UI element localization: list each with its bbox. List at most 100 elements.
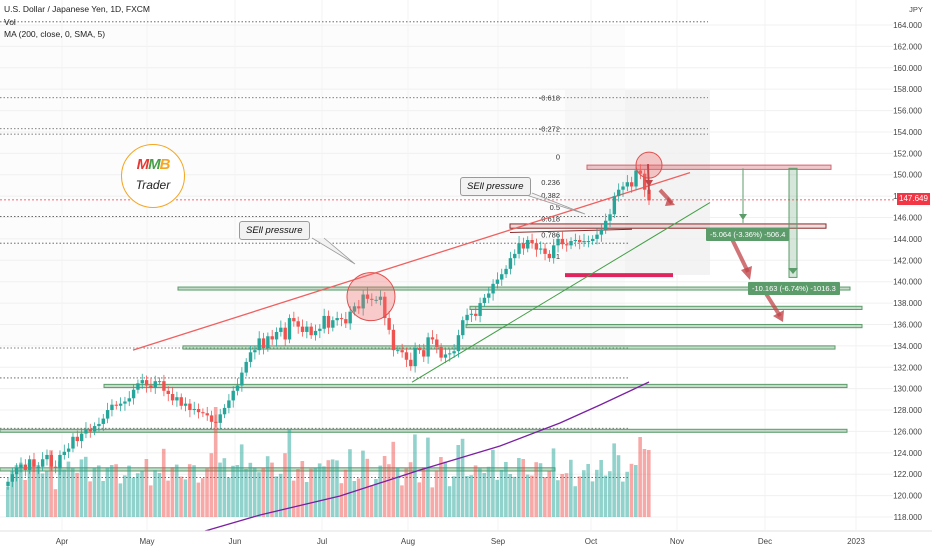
volume-bar-111 — [486, 466, 491, 517]
volume-bar-133 — [582, 470, 586, 517]
candle-body-96 — [422, 350, 426, 357]
candle-body-138 — [603, 220, 608, 230]
volume-bar-92 — [404, 468, 409, 517]
candle-body-114 — [500, 274, 504, 280]
candle-body-50 — [222, 407, 227, 415]
volume-bar-93 — [408, 462, 413, 517]
candle-body-35 — [157, 381, 162, 383]
volume-bar-16 — [75, 472, 79, 517]
fib-label-5: 0.5 — [550, 203, 560, 212]
volume-bar-25 — [114, 464, 118, 517]
candle-body-42 — [188, 403, 192, 411]
x-tick-label-0: Apr — [56, 537, 69, 546]
candle-body-12 — [58, 454, 62, 468]
candle-body-59 — [261, 338, 266, 349]
candle-body-108 — [474, 313, 478, 316]
volume-bar-120 — [525, 474, 530, 517]
volume-bar-117 — [512, 476, 517, 517]
volume-bar-5 — [27, 463, 32, 517]
volume-bar-7 — [36, 465, 40, 517]
volume-bar-42 — [187, 464, 192, 517]
candle-body-0 — [6, 481, 10, 486]
y-tick-label-15: 134.000 — [893, 342, 922, 351]
support-zone-4 — [465, 323, 863, 329]
candle-body-11 — [53, 466, 58, 468]
volume-bar-91 — [400, 485, 404, 517]
candle-body-75 — [331, 320, 335, 328]
volume-bar-54 — [239, 444, 244, 517]
candle-body-15 — [71, 436, 75, 449]
candle-body-93 — [409, 359, 413, 367]
candle-body-117 — [513, 253, 517, 259]
y-tick-label-5: 154.000 — [893, 128, 922, 137]
volume-bar-142 — [621, 481, 625, 517]
candle-body-82 — [361, 294, 365, 309]
candle-body-2 — [14, 467, 19, 475]
volume-bar-128 — [560, 474, 564, 517]
symbol-title: U.S. Dollar / Japanese Yen, 1D, FXCM — [4, 4, 150, 14]
candle-body-122 — [534, 243, 539, 250]
candle-body-100 — [439, 346, 443, 358]
candle-body-52 — [231, 390, 235, 401]
volume-bar-50 — [222, 458, 227, 517]
volume-bar-73 — [322, 466, 326, 517]
candle-body-85 — [374, 299, 378, 301]
volume-bar-52 — [231, 465, 235, 517]
sell-pressure-callout-right: SEll pressure — [460, 177, 531, 196]
candle-body-79 — [348, 311, 352, 324]
volume-bar-40 — [179, 476, 183, 517]
sell-pressure-callout-left: SEll pressure — [239, 221, 310, 240]
volume-bar-148 — [647, 450, 651, 517]
volume-bar-76 — [335, 460, 339, 517]
x-tick-label-5: Sep — [491, 537, 506, 546]
volume-bar-28 — [127, 465, 131, 517]
measure-arrowhead-long — [788, 268, 798, 274]
volume-bar-68 — [300, 461, 305, 517]
candle-body-118 — [517, 243, 521, 254]
volume-bar-36 — [161, 448, 166, 517]
volume-bar-2 — [14, 465, 19, 517]
x-tick-label-8: Dec — [758, 537, 772, 546]
candle-body-99 — [435, 339, 439, 347]
candle-body-132 — [578, 239, 582, 243]
volume-bar-80 — [352, 481, 357, 517]
candle-body-137 — [599, 229, 604, 235]
support-zone-8 — [0, 467, 556, 472]
volume-bar-115 — [504, 462, 508, 517]
callout-pointer-left — [311, 237, 356, 265]
candle-body-78 — [344, 319, 348, 324]
candle-body-7 — [36, 466, 41, 468]
candle-body-65 — [287, 318, 292, 340]
candle-body-95 — [417, 348, 422, 351]
support-zone-3 — [469, 305, 863, 311]
candle-body-23 — [105, 410, 110, 419]
sell-circle-left — [346, 272, 396, 322]
candle-body-141 — [616, 189, 621, 197]
volume-bar-47 — [209, 453, 214, 517]
red-trendline — [132, 171, 691, 351]
volume-bar-14 — [66, 461, 71, 517]
candle-body-125 — [547, 253, 552, 259]
volume-bar-61 — [270, 462, 274, 517]
volume-bar-24 — [109, 465, 114, 517]
candle-body-112 — [491, 283, 495, 294]
volume-bar-77 — [339, 483, 344, 517]
candle-body-22 — [101, 418, 105, 424]
red-target-bar — [565, 273, 673, 278]
volume-bar-79 — [348, 449, 352, 517]
y-tick-label-23: 118.000 — [894, 513, 923, 522]
volume-bar-126 — [551, 448, 556, 517]
candle-body-133 — [582, 241, 586, 243]
candle-body-123 — [539, 248, 543, 250]
candle-body-105 — [461, 320, 465, 336]
candle-body-111 — [487, 293, 491, 298]
candle-body-121 — [530, 239, 534, 244]
y-tick-label-1: 162.000 — [893, 42, 922, 51]
volume-bar-88 — [387, 464, 391, 517]
volume-bar-118 — [517, 458, 521, 517]
candle-body-103 — [452, 351, 456, 354]
candle-body-86 — [378, 296, 383, 300]
fib-label-6: 0.618 — [541, 215, 560, 224]
candle-body-4 — [23, 464, 28, 470]
